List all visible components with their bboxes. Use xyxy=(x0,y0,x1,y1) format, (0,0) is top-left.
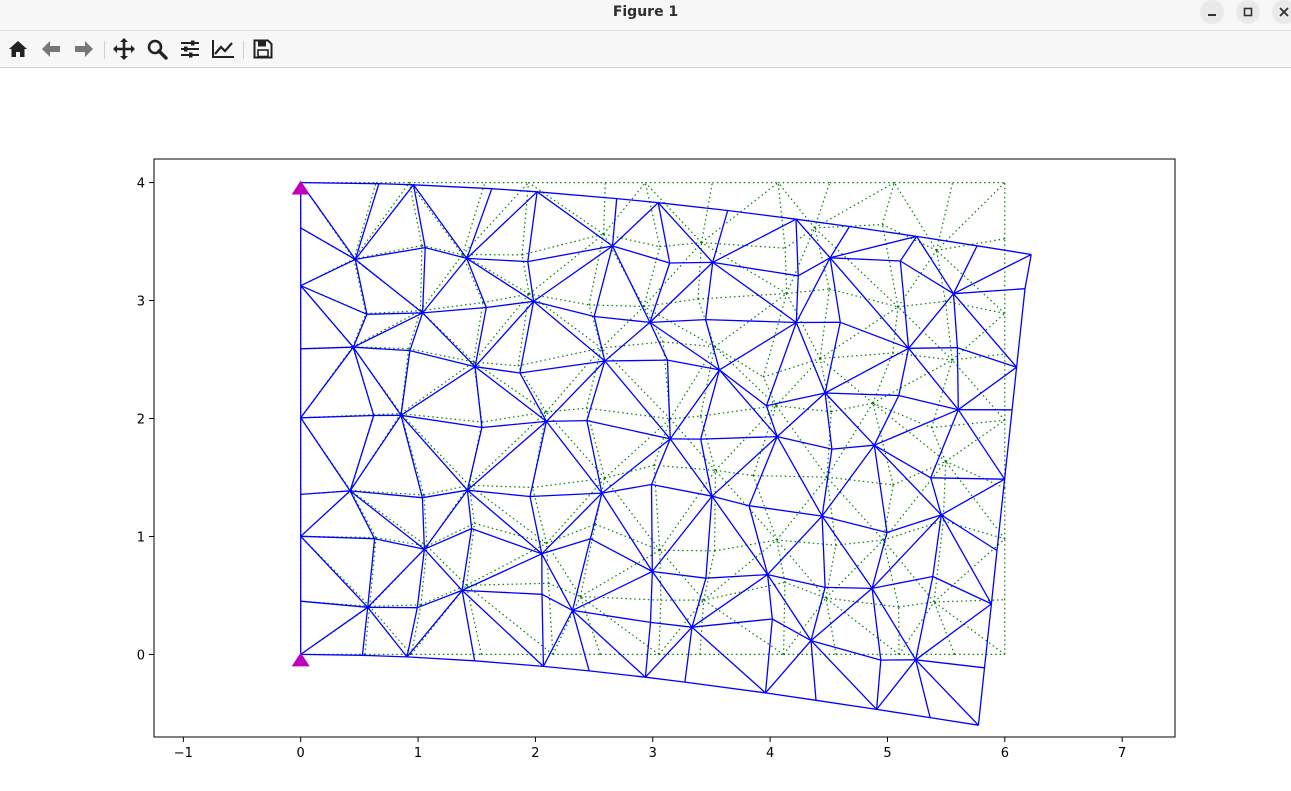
window-titlebar: Figure 1 xyxy=(0,0,1291,31)
configure-subplots-button[interactable] xyxy=(176,35,204,63)
toolbar-separator xyxy=(104,41,105,59)
zoom-icon xyxy=(146,38,168,60)
mesh-edge xyxy=(957,348,958,410)
minimize-icon xyxy=(1207,7,1217,17)
back-button[interactable] xyxy=(37,35,65,63)
toolbar-separator xyxy=(243,41,244,59)
save-button[interactable] xyxy=(249,35,277,63)
y-axis: 0 1 2 3 4 xyxy=(137,177,154,664)
y-tick-label: 3 xyxy=(137,295,145,310)
x-tick-label: 3 xyxy=(649,746,657,761)
navigation-toolbar xyxy=(0,31,1291,68)
edit-axis-button[interactable] xyxy=(209,35,237,63)
back-icon xyxy=(40,38,62,60)
zoom-button[interactable] xyxy=(143,35,171,63)
home-button[interactable] xyxy=(4,35,32,63)
x-tick-label: 5 xyxy=(883,746,891,761)
x-tick-label: 0 xyxy=(297,746,305,761)
mesh-edge xyxy=(546,421,587,422)
mesh-plot[interactable]: −1 0 1 2 3 4 5 6 7 0 1 2 3 4 xyxy=(0,68,1291,787)
y-tick-label: 0 xyxy=(137,648,145,663)
x-tick-label: 6 xyxy=(1001,746,1009,761)
x-axis: −1 0 1 2 3 4 5 6 7 xyxy=(174,737,1127,761)
configure-subplots-icon xyxy=(179,38,201,60)
y-tick-label: 1 xyxy=(137,530,145,545)
minimize-button[interactable] xyxy=(1200,0,1224,24)
mesh-edge xyxy=(605,360,668,361)
mesh-edge xyxy=(652,485,653,572)
y-tick-label: 4 xyxy=(137,177,145,192)
pan-button[interactable] xyxy=(110,35,138,63)
x-tick-label: 2 xyxy=(531,746,539,761)
maximize-button[interactable] xyxy=(1236,0,1260,24)
save-icon xyxy=(252,38,274,60)
figure-canvas[interactable]: −1 0 1 2 3 4 5 6 7 0 1 2 3 4 xyxy=(0,68,1291,787)
close-icon xyxy=(1279,7,1289,17)
pan-icon xyxy=(112,37,136,61)
x-tick-label: 1 xyxy=(414,746,422,761)
forward-button[interactable] xyxy=(70,35,98,63)
edit-axis-icon xyxy=(211,38,235,60)
mesh-edge xyxy=(670,262,713,263)
x-tick-label: 4 xyxy=(766,746,774,761)
window-title: Figure 1 xyxy=(0,0,1291,24)
home-icon xyxy=(7,38,29,60)
x-tick-label: 7 xyxy=(1118,746,1126,761)
mesh-edge xyxy=(301,654,363,655)
y-tick-label: 2 xyxy=(137,413,145,428)
maximize-icon xyxy=(1243,7,1253,17)
mesh-edge xyxy=(909,348,958,349)
x-tick-label: −1 xyxy=(174,746,193,761)
forward-icon xyxy=(73,38,95,60)
close-button[interactable] xyxy=(1272,0,1291,24)
